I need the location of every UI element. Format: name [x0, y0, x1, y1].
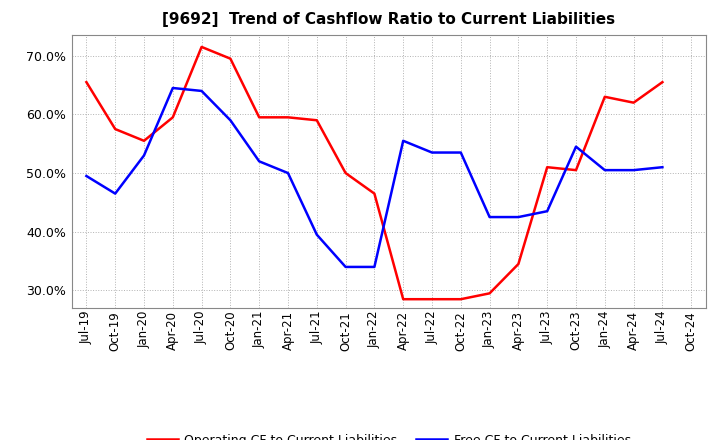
- Operating CF to Current Liabilities: [629, 100, 638, 105]
- Free CF to Current Liabilities: [600, 168, 609, 173]
- Free CF to Current Liabilities: [197, 88, 206, 94]
- Free CF to Current Liabilities: [111, 191, 120, 196]
- Operating CF to Current Liabilities: [312, 117, 321, 123]
- Operating CF to Current Liabilities: [370, 191, 379, 196]
- Operating CF to Current Liabilities: [140, 138, 148, 143]
- Operating CF to Current Liabilities: [341, 170, 350, 176]
- Free CF to Current Liabilities: [399, 138, 408, 143]
- Title: [9692]  Trend of Cashflow Ratio to Current Liabilities: [9692] Trend of Cashflow Ratio to Curren…: [162, 12, 616, 27]
- Operating CF to Current Liabilities: [197, 44, 206, 50]
- Free CF to Current Liabilities: [428, 150, 436, 155]
- Free CF to Current Liabilities: [82, 173, 91, 179]
- Operating CF to Current Liabilities: [284, 115, 292, 120]
- Free CF to Current Liabilities: [226, 117, 235, 123]
- Free CF to Current Liabilities: [629, 168, 638, 173]
- Operating CF to Current Liabilities: [485, 291, 494, 296]
- Operating CF to Current Liabilities: [226, 56, 235, 61]
- Line: Operating CF to Current Liabilities: Operating CF to Current Liabilities: [86, 47, 662, 299]
- Free CF to Current Liabilities: [658, 165, 667, 170]
- Free CF to Current Liabilities: [485, 214, 494, 220]
- Free CF to Current Liabilities: [168, 85, 177, 91]
- Operating CF to Current Liabilities: [428, 297, 436, 302]
- Free CF to Current Liabilities: [456, 150, 465, 155]
- Operating CF to Current Liabilities: [82, 80, 91, 85]
- Operating CF to Current Liabilities: [514, 261, 523, 267]
- Legend: Operating CF to Current Liabilities, Free CF to Current Liabilities: Operating CF to Current Liabilities, Fre…: [142, 429, 636, 440]
- Free CF to Current Liabilities: [140, 153, 148, 158]
- Operating CF to Current Liabilities: [255, 115, 264, 120]
- Operating CF to Current Liabilities: [543, 165, 552, 170]
- Operating CF to Current Liabilities: [456, 297, 465, 302]
- Free CF to Current Liabilities: [312, 232, 321, 237]
- Free CF to Current Liabilities: [341, 264, 350, 270]
- Free CF to Current Liabilities: [543, 209, 552, 214]
- Operating CF to Current Liabilities: [572, 168, 580, 173]
- Operating CF to Current Liabilities: [168, 115, 177, 120]
- Operating CF to Current Liabilities: [600, 94, 609, 99]
- Free CF to Current Liabilities: [370, 264, 379, 270]
- Operating CF to Current Liabilities: [399, 297, 408, 302]
- Free CF to Current Liabilities: [514, 214, 523, 220]
- Free CF to Current Liabilities: [255, 159, 264, 164]
- Operating CF to Current Liabilities: [658, 80, 667, 85]
- Free CF to Current Liabilities: [572, 144, 580, 149]
- Line: Free CF to Current Liabilities: Free CF to Current Liabilities: [86, 88, 662, 267]
- Operating CF to Current Liabilities: [111, 126, 120, 132]
- Free CF to Current Liabilities: [284, 170, 292, 176]
